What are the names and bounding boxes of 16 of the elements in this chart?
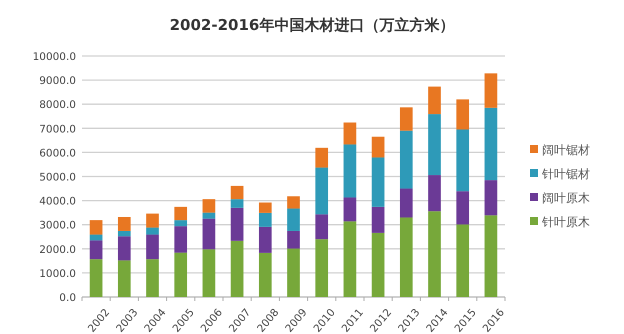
y-tick-label: 7000.0 (39, 123, 76, 136)
y-tick-label: 8000.0 (39, 99, 76, 112)
y-tick-label: 3000.0 (39, 220, 76, 232)
legend-label: 阔叶原木 (542, 191, 590, 205)
y-tick-label: 10000.0 (32, 51, 76, 63)
legend-label: 针叶锯材 (541, 167, 590, 181)
legend-label: 针叶原木 (541, 215, 590, 229)
y-tick-label: 6000.0 (39, 147, 76, 160)
y-tick-label: 1000.0 (39, 268, 76, 280)
chart-title: 2002-2016年中国木材进口（万立方米） (170, 16, 454, 34)
y-tick-label: 5000.0 (39, 172, 76, 184)
y-tick-label: 0.0 (59, 292, 76, 304)
y-tick-label: 9000.0 (39, 75, 76, 88)
legend-label: 阔叶锯材 (542, 143, 590, 157)
y-tick-label: 4000.0 (39, 196, 76, 208)
y-tick-label: 2000.0 (39, 244, 76, 256)
